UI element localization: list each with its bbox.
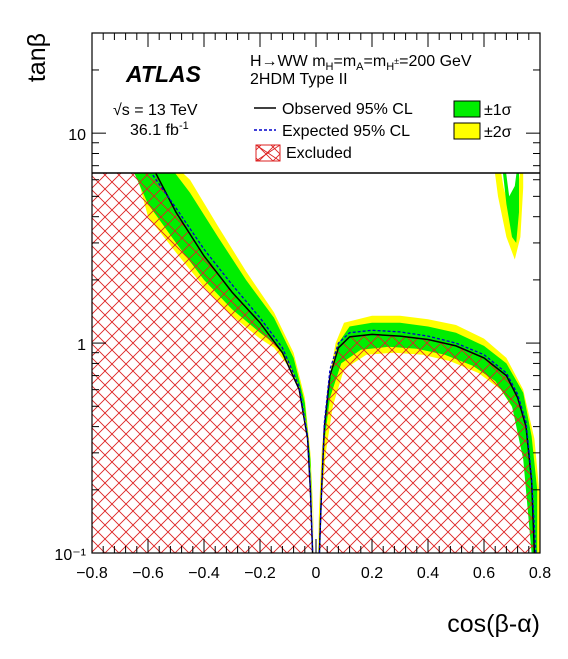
tick-labels-layer: −0.8 −0.6 −0.4 −0.2 0 0.2 0.4 0.6 0.8 10⁻¹ 1 10	[54, 127, 551, 582]
atlas-logo-text: ATLAS	[125, 61, 202, 87]
y-axis-title: tanβ	[23, 33, 51, 82]
ticks-layer	[91, 32, 541, 554]
luminosity-value: 36.1 fb	[130, 122, 179, 139]
legend-band1-swatch	[453, 100, 481, 118]
legend-observed-label: Observed 95% CL	[282, 101, 413, 118]
lines-layer	[150, 173, 537, 553]
x-tick-label: −0.8	[76, 565, 108, 582]
legend-expected-label: Expected 95% CL	[282, 123, 410, 140]
y-tick-label: 10	[68, 127, 86, 144]
excluded-layer	[92, 173, 535, 553]
x-tick-label: 0.6	[473, 565, 495, 582]
excluded-region-1	[319, 334, 535, 553]
x-tick-label: −0.4	[188, 565, 220, 582]
y-tick-label: 10⁻¹	[54, 547, 86, 564]
legend-band2-swatch	[453, 122, 481, 140]
legend-excluded-label: Excluded	[286, 145, 352, 162]
luminosity-label: 36.1 fb-1	[130, 120, 189, 139]
mass-value: =200 GeV	[399, 53, 472, 70]
x-axis-title: cos(β-α)	[447, 610, 540, 638]
energy-label: √s = 13 TeV	[113, 102, 198, 119]
x-tick-label: 0.4	[417, 565, 439, 582]
svg-text:H→WW mH=mA=mH±=200 GeV: H→WW mH=mA=mH±=200 GeV	[250, 53, 472, 73]
luminosity-exponent: -1	[179, 120, 189, 132]
x-tick-label: 0.8	[529, 565, 551, 582]
excluded-region-0	[92, 173, 313, 553]
svg-text:36.1 fb-1: 36.1 fb-1	[130, 120, 189, 139]
legend-band1-label: ±1σ	[484, 102, 512, 119]
one-sigma-band-0	[134, 173, 314, 553]
expected-limit-line-0	[150, 173, 314, 553]
y-tick-label: 1	[77, 337, 86, 354]
x-tick-label: 0.2	[361, 565, 383, 582]
observed-limit-line-0	[154, 173, 314, 553]
mass-condition-label: H→WW mH=mA=mH±=200 GeV	[250, 53, 472, 73]
model-label: 2HDM Type II	[250, 71, 348, 88]
process-label: H→WW	[250, 53, 309, 70]
x-tick-label: −0.2	[244, 565, 276, 582]
x-tick-label: −0.6	[132, 565, 164, 582]
one-sigma-band-2	[502, 173, 519, 243]
x-tick-label: 0	[312, 565, 321, 582]
expected-limit-line-1	[318, 329, 537, 553]
legend-band2-label: ±2σ	[484, 124, 512, 141]
legend-excluded-swatch-diag2	[255, 144, 281, 162]
